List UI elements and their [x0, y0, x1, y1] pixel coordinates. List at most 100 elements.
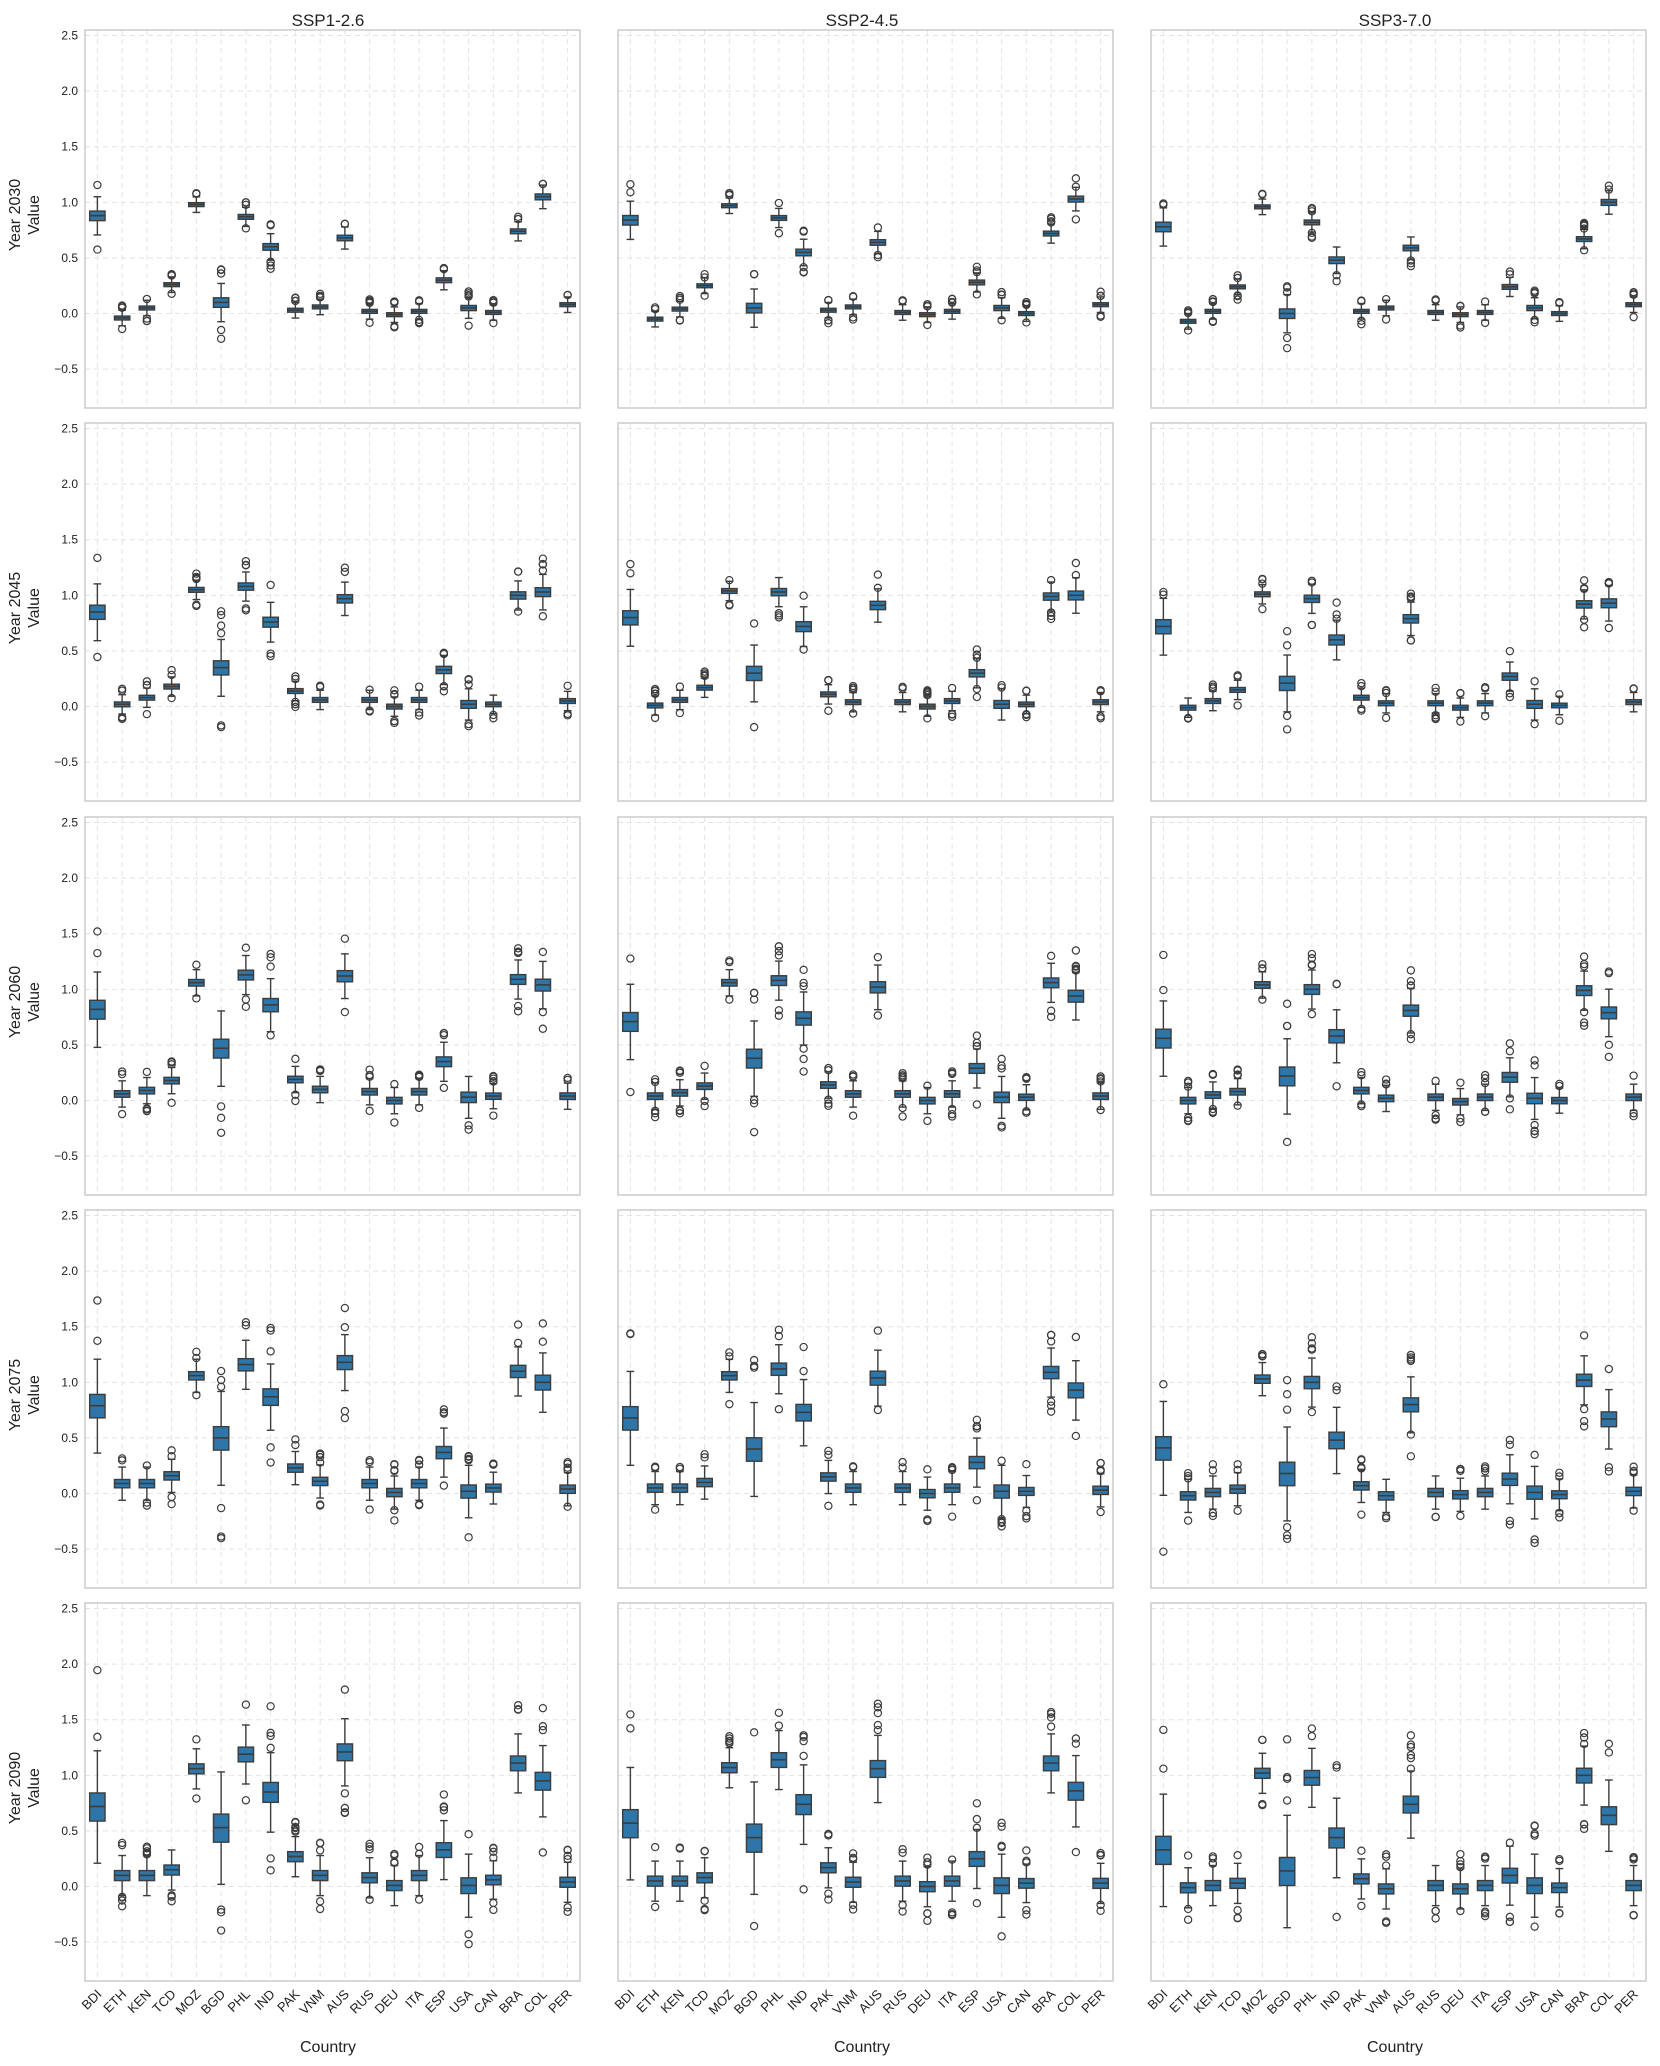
box-can: [1018, 1846, 1035, 1919]
outlier-point: [1480, 297, 1490, 306]
box-col: [534, 554, 552, 621]
panel-frame: [84, 1602, 581, 1982]
outlier-point: [167, 270, 176, 280]
outlier-point: [947, 1112, 957, 1121]
x-tick-label: COL: [1586, 1987, 1616, 2017]
outlier-point: [650, 1077, 660, 1087]
outlier-point: [1505, 689, 1515, 698]
box-col: [1067, 1332, 1085, 1441]
outlier-point: [923, 714, 932, 723]
outlier-point: [1071, 1739, 1081, 1748]
outlier-point: [241, 604, 251, 613]
outlier-point: [216, 1532, 226, 1541]
box-bgd: [1278, 1735, 1296, 1929]
outlier-point: [873, 1699, 883, 1708]
box-can: [1018, 297, 1035, 327]
outlier-point: [1282, 288, 1292, 297]
outlier-point: [1233, 1906, 1242, 1915]
box-phl: [1303, 949, 1321, 1019]
outlier-point: [1456, 1860, 1465, 1869]
outlier-point: [923, 1515, 932, 1524]
outlier-point: [725, 600, 734, 609]
outlier-point: [947, 1465, 957, 1475]
outlier-point: [414, 1460, 424, 1469]
outlier-point: [117, 302, 127, 311]
outlier-point: [1208, 1460, 1218, 1469]
outlier-point: [947, 710, 957, 719]
outlier-point: [1381, 315, 1391, 324]
box-tcd: [163, 1057, 180, 1108]
outlier-point: [1233, 295, 1242, 304]
outlier-point: [1282, 641, 1292, 650]
outlier-point: [1307, 620, 1317, 630]
box-col: [534, 1703, 552, 1857]
outlier-point: [1505, 1520, 1515, 1529]
outlier-point: [848, 1072, 858, 1081]
outlier-point: [365, 1106, 374, 1116]
outlier-point: [1022, 1506, 1031, 1516]
box-esp: [435, 1028, 453, 1093]
outlier-point: [266, 1854, 275, 1863]
outlier-point: [464, 287, 473, 296]
outlier-point: [291, 1818, 300, 1827]
outlier-point: [1604, 623, 1614, 633]
outlier-point: [538, 1703, 548, 1713]
outlier-point: [1629, 1853, 1638, 1863]
outlier-point: [538, 1725, 548, 1735]
box-col: [1600, 1364, 1618, 1476]
box-ken: [138, 1842, 156, 1897]
outlier-point: [192, 1390, 201, 1400]
box-phl: [237, 1318, 255, 1391]
box-eth: [1179, 1851, 1197, 1924]
box-eth: [1179, 697, 1197, 723]
outlier-point: [774, 229, 784, 238]
outlier-point: [1332, 598, 1341, 607]
outlier-point: [291, 293, 300, 302]
outlier-point: [650, 1505, 660, 1514]
outlier-point: [972, 1496, 982, 1505]
outlier-point: [489, 1071, 498, 1081]
y-axis-label-2030: Value: [26, 195, 43, 235]
outlier-point: [1357, 678, 1366, 688]
box-ind: [262, 1323, 279, 1467]
outlier-point: [1579, 576, 1589, 585]
outlier-point: [142, 1104, 152, 1113]
outlier-point: [1357, 1100, 1366, 1109]
box-per: [1092, 685, 1109, 723]
panels-layer: −0.5 0.0 0.5 1.0 1.5 2.0 2.5 −0.5 0.0 0.5 1.0 1.5 2.…: [54, 29, 1647, 2018]
box-ken: [1204, 1069, 1222, 1118]
outlier-point: [192, 601, 201, 611]
box-esp: [1501, 1838, 1519, 1927]
outlier-point: [489, 1460, 498, 1469]
box-per: [559, 681, 576, 720]
outlier-point: [1629, 684, 1638, 694]
outlier-point: [1307, 949, 1317, 959]
y-tick-label: 1.0: [61, 982, 78, 996]
outlier-point: [365, 1895, 374, 1904]
x-tick-label: VNM: [829, 1987, 860, 2018]
box-rus: [894, 1457, 911, 1506]
box-moz: [721, 575, 738, 610]
outlier-point: [947, 1910, 957, 1920]
outlier-point: [947, 294, 957, 304]
outlier-point: [1233, 1070, 1242, 1079]
box-ken: [671, 682, 689, 718]
outlier-point: [997, 1841, 1006, 1850]
outlier-point: [1579, 1824, 1589, 1834]
box-phl: [1303, 1724, 1321, 1809]
y-tick-label: 1.5: [61, 1713, 78, 1727]
outlier-point: [266, 580, 275, 590]
outlier-point: [390, 1857, 399, 1867]
outlier-point: [1159, 985, 1168, 995]
outlier-point: [390, 1516, 399, 1525]
outlier-point: [923, 1116, 932, 1126]
outlier-point: [563, 1502, 572, 1511]
outlier-point: [1604, 968, 1614, 978]
outlier-point: [513, 1701, 523, 1710]
outlier-point: [1629, 1911, 1638, 1920]
outlier-point: [1381, 688, 1391, 698]
outlier-point: [1096, 1458, 1105, 1468]
outlier-point: [439, 263, 449, 273]
box-bdi: [89, 180, 106, 254]
box-pak: [1353, 1067, 1370, 1111]
